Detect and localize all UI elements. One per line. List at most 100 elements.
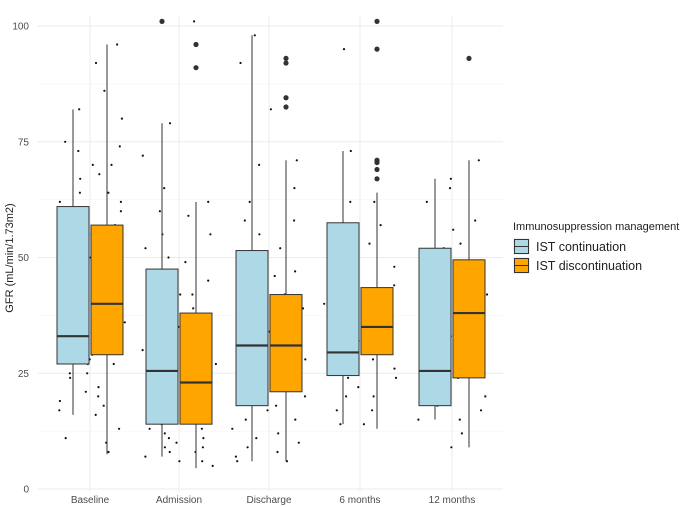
jitter-point [118,427,121,430]
outlier-point [466,55,472,62]
jitter-point [244,418,247,421]
jitter-point [168,122,172,125]
jitter-point [276,450,279,454]
jitter-point [168,450,171,454]
jitter-point [372,395,375,398]
y-tick-label: 100 [12,22,29,33]
jitter-point [107,191,110,194]
x-tick-label: Discharge [246,495,291,506]
jitter-point [293,219,296,222]
jitter-point [371,409,374,412]
jitter-point [97,395,100,398]
jitter-point [167,256,170,259]
box-ist-continuation-admission [145,18,179,457]
jitter-point [94,413,97,416]
jitter-point [187,214,190,217]
jitter-point [179,293,182,296]
jitter-point [266,409,269,412]
box-ist-discontinuation-admission [179,41,213,469]
jitter-point [201,446,204,449]
outlier-point [193,41,199,48]
jitter-point [158,210,161,213]
jitter-point [116,43,119,46]
outlier-point [374,166,380,173]
y-axis-title: GFR (mL/min/1.73m2) [4,203,16,312]
jitter-point [234,455,237,458]
jitter-point [277,432,280,435]
jitter-point [201,460,204,463]
box-iqr [145,268,179,425]
outlier-point [374,46,380,52]
box-ist-continuation-baseline [56,109,90,415]
jitter-point [304,358,307,361]
y-tick-label: 0 [23,485,29,496]
box-ist-discontinuation-12-months [452,55,486,448]
jitter-point [103,89,106,92]
jitter-point [77,149,80,153]
jitter-point [479,409,483,412]
jitter-point [294,418,297,421]
outlier-point [283,60,289,66]
jitter-point [175,441,178,444]
box-ist-continuation-12-months [418,178,452,420]
jitter-point [393,265,396,268]
box-ist-continuation-discharge [235,35,269,462]
jitter-point [477,159,480,162]
jitter-point [246,446,249,449]
jitter-point [97,386,100,389]
jitter-point [141,154,144,157]
jitter-point [371,358,375,361]
jitter-point [345,395,348,398]
jitter-point [58,409,61,412]
jitter-point [448,187,452,190]
jitter-point [231,427,234,430]
jitter-point [485,293,489,296]
jitter-point [200,427,203,430]
jitter-point [294,270,297,273]
jitter-point [273,274,276,278]
legend-label: IST continuation [536,240,626,254]
jitter-point [373,200,376,203]
jitter-point [193,20,196,23]
jitter-point [110,163,113,166]
jitter-point [258,163,261,166]
jitter-point [207,200,210,203]
jitter-point [58,399,62,403]
legend-label: IST discontinuation [536,259,642,273]
jitter-point [425,200,428,203]
jitter-point [349,200,352,203]
jitter-point [293,187,296,190]
jitter-point [191,293,194,296]
jitter-point [368,242,371,245]
legend: Immunosuppression management IST continu… [513,221,679,274]
box-iqr [452,259,486,379]
jitter-point [474,219,477,222]
jitter-point [123,321,126,324]
jitter-point [78,108,81,111]
box-ist-continuation-6-months [326,151,360,425]
jitter-point [144,455,147,458]
jitter-point [102,404,105,407]
box-ist-discontinuation-baseline [90,44,124,455]
jitter-point [297,441,300,444]
jitter-point [458,418,461,421]
box-iqr [90,224,124,356]
plot-grid [38,16,503,491]
box-iqr [56,206,90,365]
jitter-point [69,376,72,379]
x-tick-label: Baseline [71,495,110,506]
x-tick-label: 6 months [339,495,380,506]
jitter-point [339,423,342,426]
jitter-point [84,390,87,393]
x-tick-label: 12 months [429,495,476,506]
jitter-point [202,437,205,440]
jitter-point [163,432,166,435]
jitter-point [393,284,396,287]
y-tick-label: 75 [18,137,30,148]
legend-item-ist-continuation: IST continuation [513,238,626,255]
y-axis-ticks: 0 25 50 75 100 [12,22,29,496]
jitter-point [295,159,298,162]
jitter-point [214,362,217,366]
jitter-point [335,409,338,412]
y-tick-label: 50 [18,253,30,264]
